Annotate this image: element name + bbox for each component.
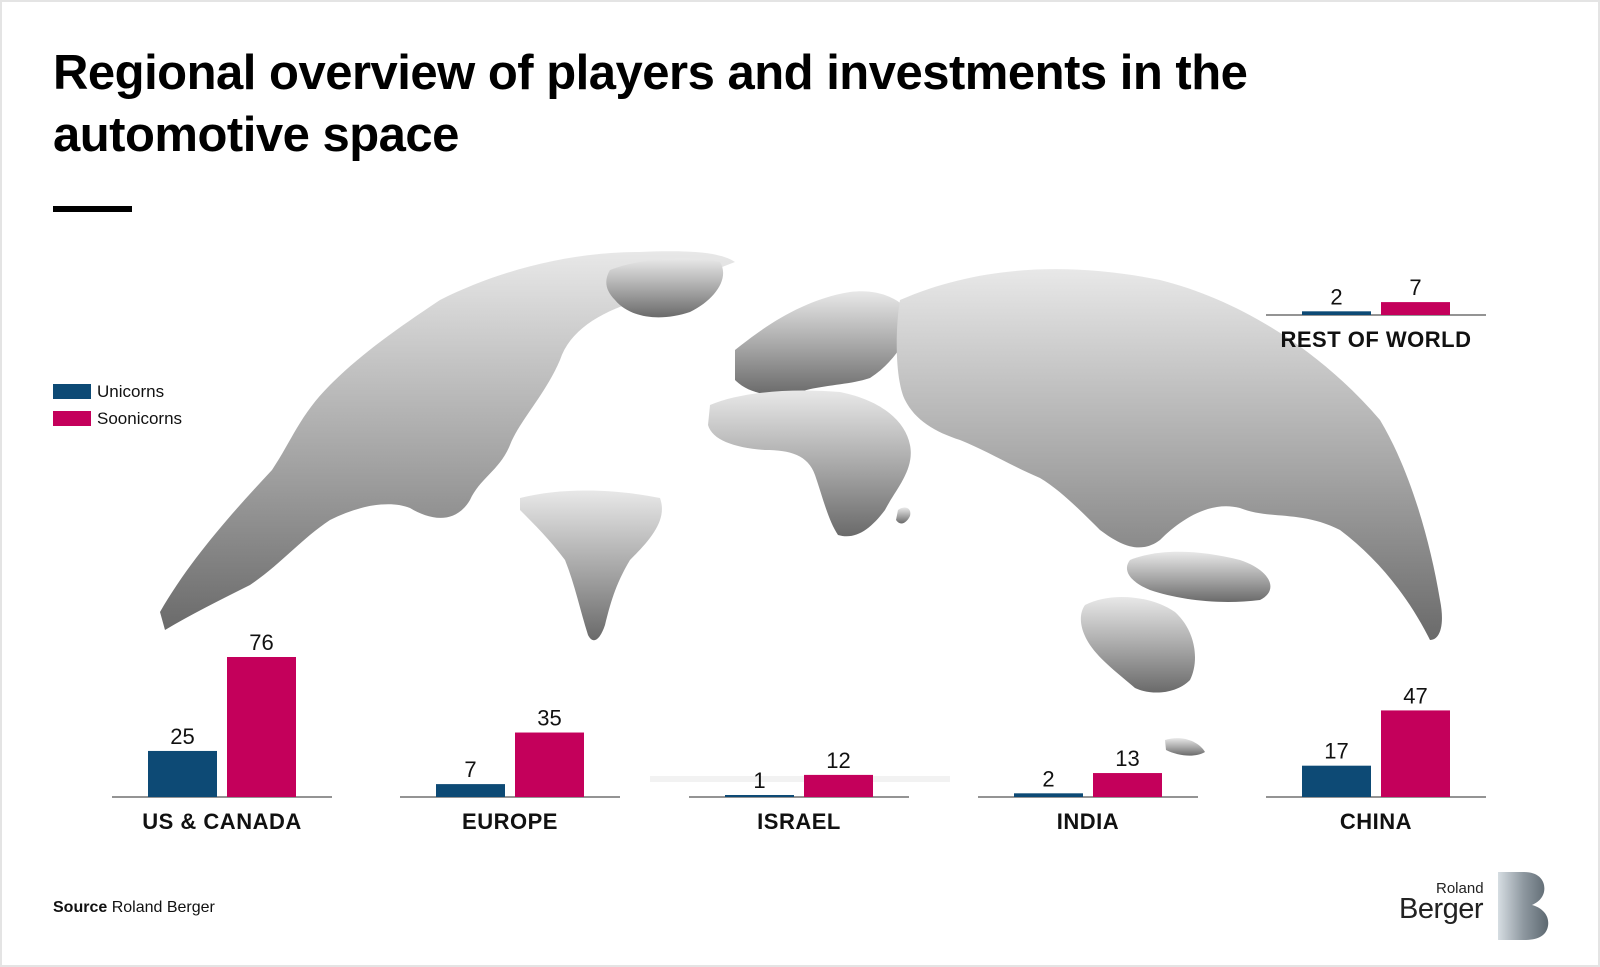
source-text: Roland Berger: [111, 899, 215, 916]
bar-china-soonicorns: [1381, 710, 1450, 797]
value-label-china-soonicorns: 47: [1403, 683, 1427, 708]
europe-landmass: [735, 291, 915, 395]
new-zealand-landmass: [1165, 738, 1205, 756]
bar-europe-soonicorns: [515, 732, 584, 797]
value-label-europe-soonicorns: 35: [537, 706, 561, 731]
bar-rest-of-world-unicorns: [1302, 311, 1371, 315]
bar-europe-unicorns: [436, 784, 505, 797]
bar-israel-unicorns: [725, 795, 794, 797]
value-label-europe-unicorns: 7: [464, 757, 476, 782]
bar-china-unicorns: [1302, 765, 1371, 797]
legend-swatch-unicorns: [53, 384, 91, 399]
value-label-india-unicorns: 2: [1042, 766, 1054, 791]
asia-landmass: [896, 269, 1442, 640]
logo-main-text: Berger: [1399, 893, 1484, 925]
legend-item-unicorns: Unicorns: [53, 378, 182, 405]
madagascar-landmass: [896, 507, 911, 524]
source-note: Source Roland Berger: [53, 899, 215, 917]
category-label-europe: EUROPE: [462, 809, 558, 834]
bar-india-soonicorns: [1093, 773, 1162, 797]
legend-label-unicorns: Unicorns: [97, 381, 165, 401]
greenland-landmass: [606, 258, 724, 318]
title-underline: [53, 206, 132, 212]
africa-landmass: [708, 390, 911, 537]
bar-rest-of-world-soonicorns: [1381, 302, 1450, 315]
south-america-landmass: [520, 490, 662, 641]
value-label-china-unicorns: 17: [1324, 739, 1348, 764]
legend-swatch-soonicorns: [53, 411, 91, 426]
value-label-rest-of-world-unicorns: 2: [1330, 284, 1342, 309]
legend: Unicorns Soonicorns: [53, 378, 182, 432]
legend-label-soonicorns: Soonicorns: [97, 408, 183, 428]
bar-us-canada-unicorns: [148, 750, 217, 797]
logo-top-text: Roland: [1436, 880, 1484, 897]
category-label-india: INDIA: [1057, 809, 1119, 834]
legend-item-soonicorns: Soonicorns: [53, 405, 182, 432]
category-label-china: CHINA: [1340, 809, 1412, 834]
bar-us-canada-soonicorns: [227, 657, 296, 797]
source-label: Source: [53, 899, 108, 916]
bar-india-unicorns: [1014, 793, 1083, 797]
value-label-india-soonicorns: 13: [1115, 746, 1139, 771]
bar-israel-soonicorns: [804, 774, 873, 797]
southeast-asia-islands: [1126, 551, 1271, 602]
category-label-rest-of-world: REST OF WORLD: [1280, 327, 1471, 352]
north-america-landmass: [160, 251, 735, 631]
category-label-israel: ISRAEL: [757, 809, 841, 834]
roland-berger-logo: Roland Berger: [1395, 868, 1555, 943]
australia-landmass: [1080, 596, 1195, 693]
chart-title: Regional overview of players and investm…: [53, 46, 1248, 162]
value-label-us-canada-soonicorns: 76: [249, 630, 273, 655]
value-label-israel-soonicorns: 12: [826, 748, 850, 773]
category-label-us-canada: US & CANADA: [142, 809, 302, 834]
value-label-rest-of-world-soonicorns: 7: [1409, 275, 1421, 300]
value-label-israel-unicorns: 1: [753, 768, 765, 793]
logo-b-mark: [1498, 872, 1549, 940]
value-label-us-canada-unicorns: 25: [170, 724, 194, 749]
